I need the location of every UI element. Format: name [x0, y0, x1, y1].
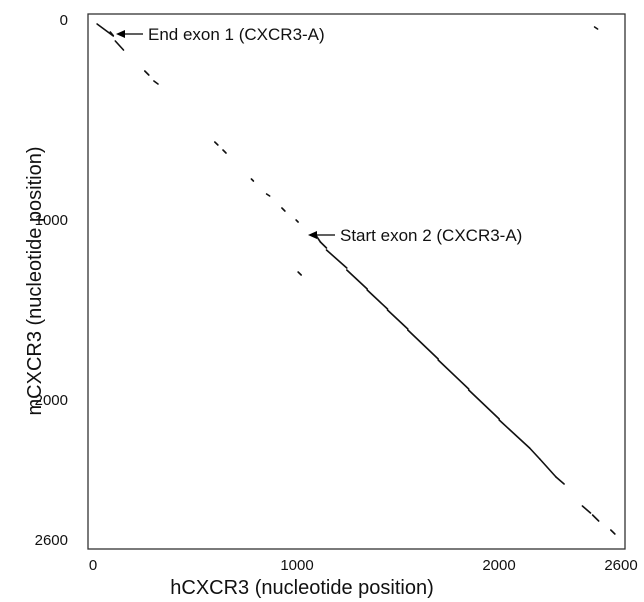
alignment-segment-10	[281, 207, 286, 212]
x-tick-label-2600: 2600	[604, 557, 637, 574]
alignment-segments	[96, 23, 616, 535]
x-tick-label-1000: 1000	[280, 557, 313, 574]
alignment-segment-19	[406, 329, 440, 360]
arrowhead-icon	[308, 231, 317, 239]
x-tick-label-2000: 2000	[482, 557, 515, 574]
alignment-segment-20	[437, 359, 470, 390]
y-tick-label-2600: 2600	[35, 532, 68, 549]
alignment-segment-25	[555, 476, 565, 485]
alignment-segment-7	[222, 149, 227, 154]
alignment-segment-24	[538, 458, 557, 478]
alignment-segment-15	[325, 249, 348, 269]
alignment-segment-1	[109, 31, 115, 37]
y-tick-label-0: 0	[60, 12, 68, 29]
alignment-segment-11	[295, 219, 299, 223]
alignment-segment-22	[498, 419, 531, 449]
alignment-segment-5	[593, 26, 599, 30]
y-tick-label-2000: 2000	[35, 392, 68, 409]
annotation-end-exon-1-label: End exon 1 (CXCR3-A)	[148, 25, 325, 44]
alignment-segment-2	[114, 40, 125, 51]
alignment-segment-27	[591, 514, 600, 522]
alignment-segment-0	[96, 23, 115, 37]
arrowhead-icon	[116, 30, 125, 38]
alignment-segment-8	[250, 178, 255, 182]
alignment-segment-3	[144, 70, 150, 76]
annotation-start-exon-2-label: Start exon 2 (CXCR3-A)	[340, 226, 522, 245]
annotation-end-exon-1: End exon 1 (CXCR3-A)	[116, 25, 325, 44]
alignment-segment-9	[265, 193, 271, 197]
alignment-segment-13	[315, 235, 322, 243]
plot-frame	[87, 13, 626, 550]
alignment-segment-28	[609, 529, 616, 535]
alignment-segment-17	[366, 289, 389, 310]
alignment-segment-23	[528, 447, 541, 460]
alignment-segment-21	[467, 389, 501, 420]
y-tick-label-1000: 1000	[35, 212, 68, 229]
alignment-segment-6	[214, 141, 219, 146]
alignment-segment-16	[345, 269, 369, 290]
annotation-start-exon-2: Start exon 2 (CXCR3-A)	[308, 226, 522, 245]
y-axis-title: mCXCR3 (nucleotide position)	[24, 146, 46, 415]
alignment-segment-12	[297, 271, 303, 276]
alignment-segment-4	[153, 80, 159, 85]
alignment-segment-14	[319, 241, 328, 249]
x-axis-title: hCXCR3 (nucleotide position)	[170, 577, 433, 599]
x-tick-label-0: 0	[89, 557, 97, 574]
alignment-segment-26	[581, 505, 592, 514]
alignment-segment-18	[386, 309, 409, 330]
